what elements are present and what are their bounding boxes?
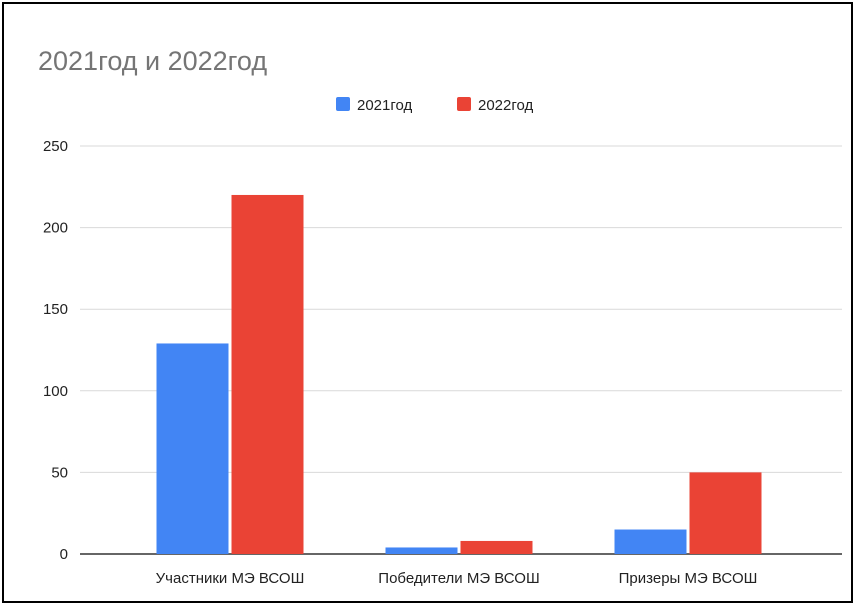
bar-series2-1 — [460, 540, 533, 554]
bar-series1-2 — [614, 529, 687, 554]
chart-title: 2021год и 2022год — [38, 46, 267, 76]
legend-label: 2021год — [357, 97, 413, 114]
y-tick-label: 50 — [51, 464, 68, 481]
legend: 2021год 2022год — [336, 97, 534, 114]
y-tick-label: 200 — [43, 220, 68, 237]
legend-swatch — [336, 97, 350, 111]
legend-label: 2022год — [478, 97, 534, 114]
bars — [156, 194, 762, 554]
bar-series2-2 — [689, 472, 762, 554]
x-category-label: Участники МЭ ВСОШ — [156, 570, 305, 587]
y-tick-label: 0 — [60, 546, 68, 563]
x-category-label: Призеры МЭ ВСОШ — [619, 570, 758, 587]
y-tick-label: 150 — [43, 301, 68, 318]
legend-swatch — [457, 97, 471, 111]
bar-series1-0 — [156, 343, 229, 554]
y-tick-label: 100 — [43, 383, 68, 400]
x-axis: Участники МЭ ВСОШ Победители МЭ ВСОШ Призе… — [156, 570, 758, 587]
y-tick-label: 250 — [43, 138, 68, 155]
bar-series2-0 — [231, 194, 304, 554]
bar-series1-1 — [385, 547, 458, 554]
x-category-label: Победители МЭ ВСОШ — [378, 570, 539, 587]
y-axis: 0 50 100 150 200 250 — [43, 138, 68, 563]
